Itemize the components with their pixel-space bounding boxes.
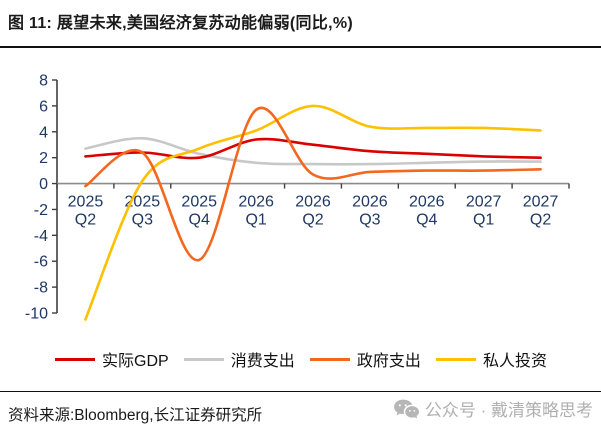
watermark-text: 公众号 · 戴清策略思考 bbox=[424, 401, 593, 420]
y-tick-label: 2 bbox=[39, 150, 48, 167]
y-tick-label: -4 bbox=[34, 228, 48, 245]
y-tick-label: 8 bbox=[39, 73, 48, 90]
legend-label: 消费支出 bbox=[230, 353, 295, 370]
y-tick-label: 4 bbox=[39, 124, 48, 141]
x-tick-label: 2026 Q1 bbox=[238, 194, 274, 229]
legend-item: 消费支出 bbox=[183, 347, 295, 371]
legend-item: 实际GDP bbox=[55, 347, 169, 371]
y-tick-label: -2 bbox=[34, 202, 48, 219]
footer-divider bbox=[0, 391, 601, 392]
wechat-icon bbox=[393, 399, 419, 418]
series-line-2 bbox=[84, 106, 542, 262]
series-line-1 bbox=[84, 136, 542, 166]
x-tick-label: 2026 Q2 bbox=[295, 194, 331, 229]
series-line-0 bbox=[84, 137, 542, 160]
legend-swatch bbox=[183, 357, 224, 361]
y-tick-label: 6 bbox=[39, 98, 48, 115]
x-tick-label: 2027 Q1 bbox=[466, 194, 502, 229]
series-line-3 bbox=[84, 104, 542, 321]
x-tick-label: 2025 Q3 bbox=[125, 194, 161, 229]
legend-item: 政府支出 bbox=[309, 347, 421, 371]
y-tick-label: 0 bbox=[39, 176, 48, 193]
legend-label: 实际GDP bbox=[102, 353, 169, 370]
x-tick-label: 2026 Q4 bbox=[409, 194, 445, 229]
legend-item: 私人投资 bbox=[435, 347, 547, 371]
x-tick-label: 2027 Q2 bbox=[523, 194, 559, 229]
x-tick-label: 2025 Q2 bbox=[68, 194, 104, 229]
x-tick-label: 2025 Q4 bbox=[181, 194, 217, 229]
legend-label: 私人投资 bbox=[482, 353, 547, 370]
legend-label: 政府支出 bbox=[356, 353, 421, 370]
y-tick-label: -10 bbox=[25, 306, 48, 323]
figure-title: 图 11: 展望未来,美国经济复苏动能偏弱(同比,%) bbox=[8, 15, 354, 32]
legend-swatch bbox=[55, 357, 95, 361]
y-tick-label: -6 bbox=[34, 254, 48, 271]
title-divider bbox=[0, 46, 601, 48]
y-tick-label: -8 bbox=[34, 280, 48, 297]
source-text: 资料来源:Bloomberg,长江证券研究所 bbox=[8, 407, 263, 424]
x-tick-label: 2026 Q3 bbox=[352, 194, 388, 229]
legend-swatch bbox=[435, 357, 476, 361]
legend: 实际GDP 消费支出 政府支出 私人投资 bbox=[55, 347, 547, 371]
watermark: 公众号 · 戴清策略思考 bbox=[393, 396, 593, 421]
chart-canvas: 8 6 4 2 0 -2 -4 -6 -8 -10 2025 Q2 2025 Q3 2025 Q4 2026 Q1… bbox=[25, 73, 570, 323]
legend-swatch bbox=[309, 357, 350, 361]
